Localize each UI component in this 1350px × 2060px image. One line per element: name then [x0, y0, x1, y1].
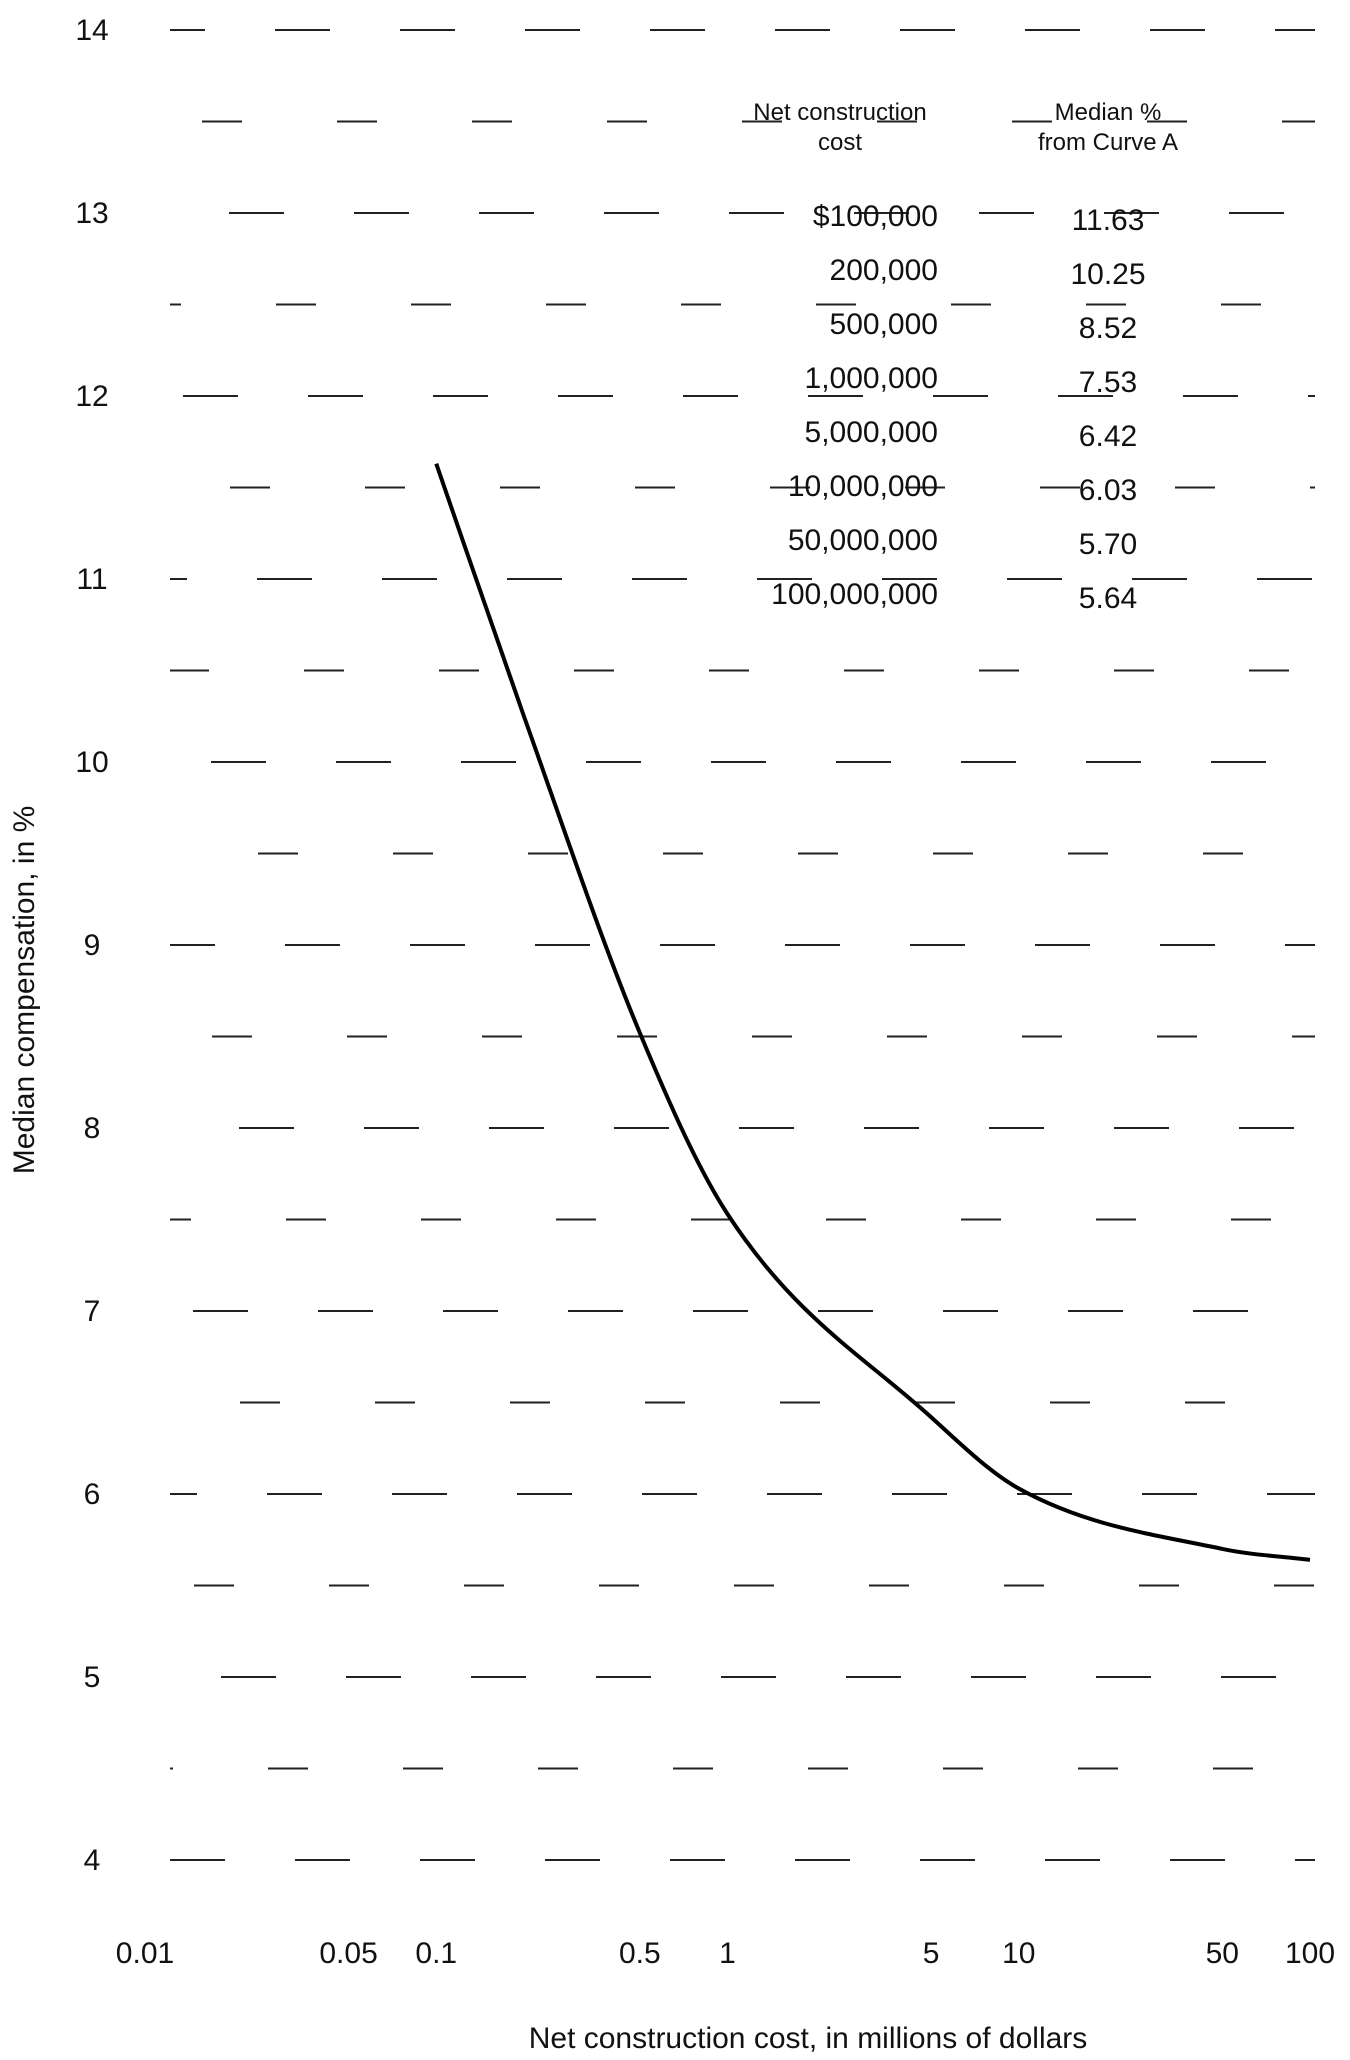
- table-cost-cell: 10,000,000: [788, 470, 938, 503]
- table-median-cell: 8.52: [1079, 312, 1137, 345]
- table-cost-cell: 200,000: [830, 254, 938, 287]
- curve-a-line: [434, 463, 1311, 1562]
- y-tick-label: 10: [75, 746, 108, 779]
- table-cost-cell: 100,000,000: [771, 578, 938, 611]
- y-tick-label: 6: [84, 1478, 101, 1511]
- x-tick-label: 0.01: [116, 1937, 174, 1970]
- y-axis-title: Median compensation, in %: [8, 806, 41, 1175]
- curve-a: [434, 463, 1311, 1562]
- table-cost-cell: 1,000,000: [805, 362, 938, 395]
- x-tick-label: 5: [923, 1937, 940, 1970]
- y-tick-label: 8: [84, 1112, 101, 1145]
- table-header: from Curve A: [1038, 129, 1178, 156]
- x-tick-label: 10: [1002, 1937, 1035, 1970]
- table-median-cell: 6.42: [1079, 420, 1137, 453]
- table-cost-cell: $100,000: [813, 200, 938, 233]
- x-tick-label: 0.05: [319, 1937, 377, 1970]
- y-tick-label: 5: [84, 1661, 101, 1694]
- y-tick-label: 9: [84, 929, 101, 962]
- y-tick-label: 14: [75, 14, 108, 47]
- x-tick-label: 50: [1206, 1937, 1239, 1970]
- table-header: cost: [818, 129, 862, 156]
- table-median-cell: 6.03: [1079, 474, 1137, 507]
- x-tick-label: 0.1: [415, 1937, 457, 1970]
- table-header: Median %: [1055, 99, 1162, 126]
- table-median-cell: 5.64: [1079, 582, 1137, 615]
- table-median-cell: 7.53: [1079, 366, 1137, 399]
- grid: [170, 29, 1315, 1861]
- table-median-cell: 5.70: [1079, 528, 1137, 561]
- y-tick-label: 13: [75, 197, 108, 230]
- y-tick-label: 11: [76, 563, 107, 596]
- x-tick-label: 100: [1285, 1937, 1335, 1970]
- x-tick-label: 0.5: [619, 1937, 661, 1970]
- x-axis-title: Net construction cost, in millions of do…: [529, 2022, 1088, 2055]
- y-tick-label: 7: [84, 1295, 101, 1328]
- y-tick-labels: 4 5 6 7 8 9 10 11 12 13 14: [75, 14, 108, 1877]
- table-cost-cell: 50,000,000: [788, 524, 938, 557]
- table-cost-cell: 500,000: [830, 308, 938, 341]
- x-tick-label: 1: [719, 1937, 736, 1970]
- y-tick-label: 4: [84, 1844, 101, 1877]
- y-tick-label: 12: [75, 380, 108, 413]
- table-header: Net construction: [753, 99, 926, 126]
- table-median-cell: 10.25: [1070, 258, 1145, 291]
- table-cost-cell: 5,000,000: [805, 416, 938, 449]
- table-median-cell: 11.63: [1072, 204, 1145, 237]
- data-table: Net construction cost Median % from Curve A…: [753, 99, 1178, 615]
- x-tick-labels: 0.01 0.05 0.1 0.5 1 5 10 50 100: [116, 1937, 1335, 1970]
